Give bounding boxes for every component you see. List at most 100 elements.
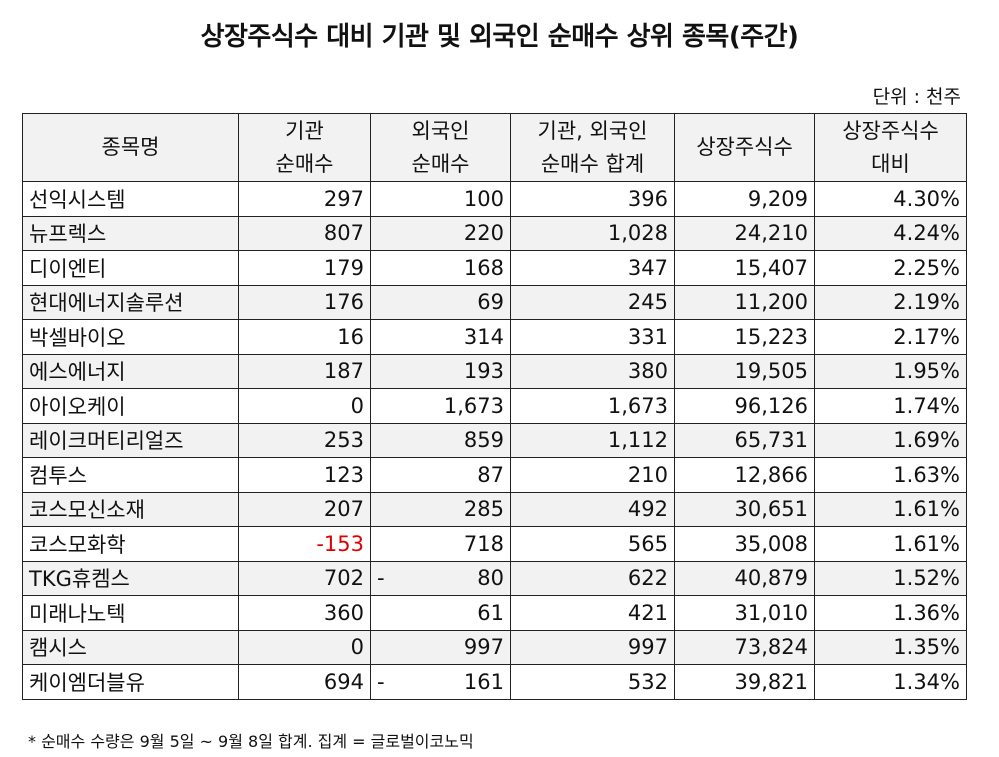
table-row: 레이크머티리얼즈 253 859 1,112 65,731 1.69% [22,422,967,458]
table-row: 코스모신소재 207 285 492 30,651 1.61% [22,491,967,527]
footnote: * 순매수 수량은 9월 5일 ~ 9월 8일 합계. 집계 = 글로벌이코노믹 [28,732,474,751]
cell-stock-name: 케이엠더블유 [22,664,239,700]
cell-ratio: 1.74% [814,388,967,424]
cell-institution-net-buy: 187 [238,353,371,389]
cell-ratio: 1.35% [814,629,967,665]
cell-stock-name: 미래나노텍 [22,595,239,631]
cell-listed-shares: 12,866 [674,457,815,493]
table-row: 캠시스 0 997 997 73,824 1.35% [22,629,967,665]
header-ratio: 상장주식수 대비 [814,113,967,182]
cell-listed-shares: 9,209 [674,181,815,217]
cell-ratio: 1.63% [814,457,967,493]
cell-combined-net-buy: 1,673 [510,388,675,424]
cell-combined-net-buy: 210 [510,457,675,493]
header-shares: 상장주식수 [674,113,815,182]
cell-ratio: 1.36% [814,595,967,631]
cell-combined-net-buy: 997 [510,629,675,665]
page-title: 상장주식수 대비 기관 및 외국인 순매수 상위 종목(주간) [200,22,799,52]
cell-combined-net-buy: 1,112 [510,422,675,458]
cell-combined-net-buy: 532 [510,664,675,700]
cell-combined-net-buy: 396 [510,181,675,217]
cell-institution-net-buy: 0 [238,388,371,424]
cell-foreign-net-buy: 168 [370,250,511,286]
cell-institution-net-buy: 179 [238,250,371,286]
cell-stock-name: 에스에너지 [22,353,239,389]
cell-institution-net-buy: 253 [238,422,371,458]
header-name: 종목명 [22,113,239,182]
cell-listed-shares: 31,010 [674,595,815,631]
cell-listed-shares: 65,731 [674,422,815,458]
cell-institution-net-buy: 123 [238,457,371,493]
cell-stock-name: 뉴프렉스 [22,215,239,251]
cell-institution-net-buy: 176 [238,284,371,320]
cell-listed-shares: 96,126 [674,388,815,424]
header-institution: 기관 순매수 [238,113,371,182]
cell-combined-net-buy: 622 [510,560,675,596]
cell-value: 161 [463,669,504,694]
cell-listed-shares: 15,223 [674,319,815,355]
table-row: 에스에너지 187 193 380 19,505 1.95% [22,353,967,389]
cell-listed-shares: 73,824 [674,629,815,665]
table-row: 컴투스 123 87 210 12,866 1.63% [22,457,967,493]
cell-foreign-net-buy: 220 [370,215,511,251]
cell-ratio: 2.25% [814,250,967,286]
cell-ratio: 2.19% [814,284,967,320]
cell-listed-shares: 19,505 [674,353,815,389]
cell-foreign-net-buy: 314 [370,319,511,355]
dash-marker: - [377,669,385,694]
cell-listed-shares: 35,008 [674,526,815,562]
table-row: 아이오케이 0 1,673 1,673 96,126 1.74% [22,388,967,424]
cell-institution-net-buy: 807 [238,215,371,251]
cell-institution-net-buy: 207 [238,491,371,527]
cell-foreign-net-buy: 997 [370,629,511,665]
cell-foreign-net-buy: 859 [370,422,511,458]
cell-stock-name: 컴투스 [22,457,239,493]
cell-foreign-net-buy: - 161 [370,664,511,700]
cell-stock-name: 디이엔티 [22,250,239,286]
header-sum: 기관, 외국인 순매수 합계 [510,113,675,182]
table-row: 뉴프렉스 807 220 1,028 24,210 4.24% [22,215,967,251]
cell-value: 80 [477,566,504,591]
cell-ratio: 4.30% [814,181,967,217]
cell-combined-net-buy: 245 [510,284,675,320]
cell-combined-net-buy: 380 [510,353,675,389]
cell-listed-shares: 11,200 [674,284,815,320]
table-row: 현대에너지솔루션 176 69 245 11,200 2.19% [22,284,967,320]
table-row: 디이엔티 179 168 347 15,407 2.25% [22,250,967,286]
cell-stock-name: 아이오케이 [22,388,239,424]
table-row: 선익시스템 297 100 396 9,209 4.30% [22,181,967,217]
header-row: 종목명 기관 순매수 외국인 순매수 기관, 외국인 순매수 합계 상장주식수 상장주… [22,113,967,182]
cell-ratio: 1.69% [814,422,967,458]
cell-combined-net-buy: 1,028 [510,215,675,251]
cell-institution-net-buy: 694 [238,664,371,700]
cell-stock-name: 레이크머티리얼즈 [22,422,239,458]
table-row: 케이엠더블유 694- 161 532 39,821 1.34% [22,664,967,700]
cell-combined-net-buy: 347 [510,250,675,286]
cell-stock-name: 코스모신소재 [22,491,239,527]
cell-listed-shares: 39,821 [674,664,815,700]
cell-listed-shares: 15,407 [674,250,815,286]
dash-marker: - [377,566,385,591]
table-row: 박셀바이오 16 314 331 15,223 2.17% [22,319,967,355]
cell-ratio: 1.52% [814,560,967,596]
cell-institution-net-buy: 360 [238,595,371,631]
cell-institution-net-buy: 702 [238,560,371,596]
cell-foreign-net-buy: 193 [370,353,511,389]
table-row: TKG휴켐스 702- 80 622 40,879 1.52% [22,560,967,596]
cell-stock-name: 캠시스 [22,629,239,665]
cell-listed-shares: 40,879 [674,560,815,596]
cell-institution-net-buy: 0 [238,629,371,665]
cell-institution-net-buy: 16 [238,319,371,355]
net-buying-table: 종목명 기관 순매수 외국인 순매수 기관, 외국인 순매수 합계 상장주식수 상장주… [22,113,967,700]
cell-listed-shares: 24,210 [674,215,815,251]
cell-stock-name: 박셀바이오 [22,319,239,355]
cell-ratio: 1.61% [814,491,967,527]
cell-foreign-net-buy: 100 [370,181,511,217]
table-row: 코스모화학 -153 718 565 35,008 1.61% [22,526,967,562]
table-row: 미래나노텍 360 61 421 31,010 1.36% [22,595,967,631]
cell-foreign-net-buy: 1,673 [370,388,511,424]
cell-institution-net-buy: 297 [238,181,371,217]
cell-ratio: 1.95% [814,353,967,389]
cell-ratio: 1.34% [814,664,967,700]
cell-foreign-net-buy: 87 [370,457,511,493]
